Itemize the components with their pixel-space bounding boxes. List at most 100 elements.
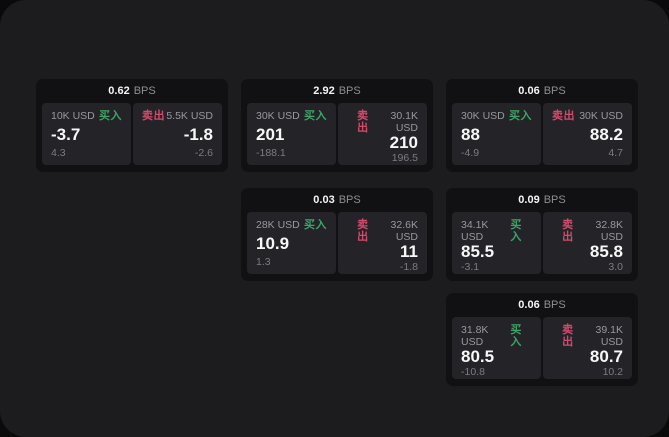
buy-button[interactable]: 买入 <box>99 110 122 122</box>
quote-card: 0.06 BPS 30K USD 买入 88 -4.9 卖出 30K USD 8… <box>446 79 638 172</box>
sell-quote-tile[interactable]: 卖出 30K USD 88.2 4.7 <box>543 103 632 165</box>
sell-button[interactable]: 卖出 <box>562 219 574 243</box>
quote-card: 0.09 BPS 34.1K USD 买入 85.5 -3.1 卖出 32.8K… <box>446 188 638 281</box>
buy-change: -188.1 <box>256 147 286 159</box>
sell-change: 3.0 <box>608 261 623 273</box>
buy-price: -3.7 <box>51 124 81 144</box>
bps-value: 0.06 <box>518 298 540 311</box>
buy-tile-top: 34.1K USD 买入 <box>461 219 532 243</box>
sell-amount: 30K USD <box>579 110 623 122</box>
sell-tile-top: 卖出 30K USD <box>552 110 623 122</box>
sell-price: 80.7 <box>589 347 623 366</box>
buy-button[interactable]: 买入 <box>510 324 522 348</box>
quote-panels: 10K USD 买入 -3.7 4.3 卖出 5.5K USD -1.8 -2.… <box>42 103 222 165</box>
sell-price: 88.2 <box>589 124 623 144</box>
sell-tile-top: 卖出 5.5K USD <box>142 110 213 122</box>
card-bps-header: 0.09 BPS <box>446 188 638 211</box>
sell-button[interactable]: 卖出 <box>552 110 575 122</box>
card-bps-header: 0.03 BPS <box>241 188 433 211</box>
sell-change: -1.8 <box>399 261 418 273</box>
sell-price: -1.8 <box>183 124 213 144</box>
sell-amount: 32.8K USD <box>595 219 623 243</box>
sell-quote-tile[interactable]: 卖出 32.6K USD 11 -1.8 <box>338 212 427 274</box>
card-bps-header: 0.06 BPS <box>446 293 638 316</box>
buy-change: 1.3 <box>256 256 271 268</box>
buy-tile-top: 31.8K USD 买入 <box>461 324 532 348</box>
buy-amount: 10K USD <box>51 110 95 122</box>
buy-quote-tile[interactable]: 34.1K USD 买入 85.5 -3.1 <box>452 212 541 274</box>
card-bps-header: 0.06 BPS <box>446 79 638 102</box>
buy-quote-tile[interactable]: 30K USD 买入 88 -4.9 <box>452 103 541 165</box>
sell-amount: 5.5K USD <box>166 110 213 122</box>
buy-price: 10.9 <box>256 233 290 253</box>
bps-unit: BPS <box>543 84 566 97</box>
quote-panels: 34.1K USD 买入 85.5 -3.1 卖出 32.8K USD 85.8… <box>452 212 632 274</box>
buy-amount: 30K USD <box>256 110 300 122</box>
sell-tile-top: 卖出 32.8K USD <box>552 219 623 243</box>
sell-quote-tile[interactable]: 卖出 39.1K USD 80.7 10.2 <box>543 317 632 379</box>
buy-quote-tile[interactable]: 28K USD 买入 10.9 1.3 <box>247 212 336 274</box>
bps-unit: BPS <box>338 193 361 206</box>
buy-change: -3.1 <box>461 261 480 273</box>
sell-price: 85.8 <box>589 242 623 261</box>
bps-unit: BPS <box>133 84 156 97</box>
quote-panels: 28K USD 买入 10.9 1.3 卖出 32.6K USD 11 -1.8 <box>247 212 427 274</box>
buy-button[interactable]: 买入 <box>304 219 327 231</box>
buy-tile-top: 30K USD 买入 <box>256 110 327 122</box>
buy-change: -10.8 <box>461 366 485 378</box>
sell-change: -2.6 <box>194 147 213 159</box>
sell-price: 11 <box>400 242 418 261</box>
quote-card: 0.62 BPS 10K USD 买入 -3.7 4.3 卖出 5.5K USD… <box>36 79 228 172</box>
buy-quote-tile[interactable]: 10K USD 买入 -3.7 4.3 <box>42 103 131 165</box>
sell-price: 210 <box>389 133 418 152</box>
sell-amount: 30.1K USD <box>390 110 418 134</box>
bps-value: 0.03 <box>313 193 335 206</box>
sell-tile-top: 卖出 30.1K USD <box>347 110 418 134</box>
buy-amount: 31.8K USD <box>461 324 489 348</box>
quote-card: 2.92 BPS 30K USD 买入 201 -188.1 卖出 30.1K … <box>241 79 433 172</box>
sell-amount: 32.6K USD <box>390 219 418 243</box>
sell-button[interactable]: 卖出 <box>357 110 369 134</box>
quote-card: 0.03 BPS 28K USD 买入 10.9 1.3 卖出 32.6K US… <box>241 188 433 281</box>
card-bps-header: 2.92 BPS <box>241 79 433 102</box>
quote-card: 0.06 BPS 31.8K USD 买入 80.5 -10.8 卖出 39.1… <box>446 293 638 386</box>
buy-quote-tile[interactable]: 30K USD 买入 201 -188.1 <box>247 103 336 165</box>
buy-amount: 28K USD <box>256 219 300 231</box>
sell-tile-top: 卖出 39.1K USD <box>552 324 623 348</box>
quote-panels: 31.8K USD 买入 80.5 -10.8 卖出 39.1K USD 80.… <box>452 317 632 379</box>
sell-quote-tile[interactable]: 卖出 32.8K USD 85.8 3.0 <box>543 212 632 274</box>
quote-panels: 30K USD 买入 88 -4.9 卖出 30K USD 88.2 4.7 <box>452 103 632 165</box>
buy-change: 4.3 <box>51 147 66 159</box>
buy-price: 80.5 <box>461 347 495 366</box>
sell-quote-tile[interactable]: 卖出 30.1K USD 210 196.5 <box>338 103 427 165</box>
bps-value: 0.06 <box>518 84 540 97</box>
buy-button[interactable]: 买入 <box>304 110 327 122</box>
bps-value: 2.92 <box>313 84 335 97</box>
buy-amount: 34.1K USD <box>461 219 489 243</box>
sell-tile-top: 卖出 32.6K USD <box>347 219 418 243</box>
buy-price: 201 <box>256 124 285 144</box>
buy-change: -4.9 <box>461 147 480 159</box>
sell-amount: 39.1K USD <box>595 324 623 348</box>
buy-tile-top: 10K USD 买入 <box>51 110 122 122</box>
bps-value: 0.09 <box>518 193 540 206</box>
sell-button[interactable]: 卖出 <box>142 110 165 122</box>
quote-panels: 30K USD 买入 201 -188.1 卖出 30.1K USD 210 1… <box>247 103 427 165</box>
buy-tile-top: 28K USD 买入 <box>256 219 327 231</box>
buy-tile-top: 30K USD 买入 <box>461 110 532 122</box>
sell-change: 196.5 <box>391 152 418 164</box>
bps-unit: BPS <box>338 84 361 97</box>
buy-price: 88 <box>461 124 480 144</box>
sell-change: 4.7 <box>608 147 623 159</box>
sell-quote-tile[interactable]: 卖出 5.5K USD -1.8 -2.6 <box>133 103 222 165</box>
buy-button[interactable]: 买入 <box>509 110 532 122</box>
sell-change: 10.2 <box>602 366 623 378</box>
buy-button[interactable]: 买入 <box>510 219 522 243</box>
buy-price: 85.5 <box>461 242 495 261</box>
card-bps-header: 0.62 BPS <box>36 79 228 102</box>
buy-quote-tile[interactable]: 31.8K USD 买入 80.5 -10.8 <box>452 317 541 379</box>
sell-button[interactable]: 卖出 <box>562 324 574 348</box>
sell-button[interactable]: 卖出 <box>357 219 369 243</box>
bps-unit: BPS <box>543 193 566 206</box>
